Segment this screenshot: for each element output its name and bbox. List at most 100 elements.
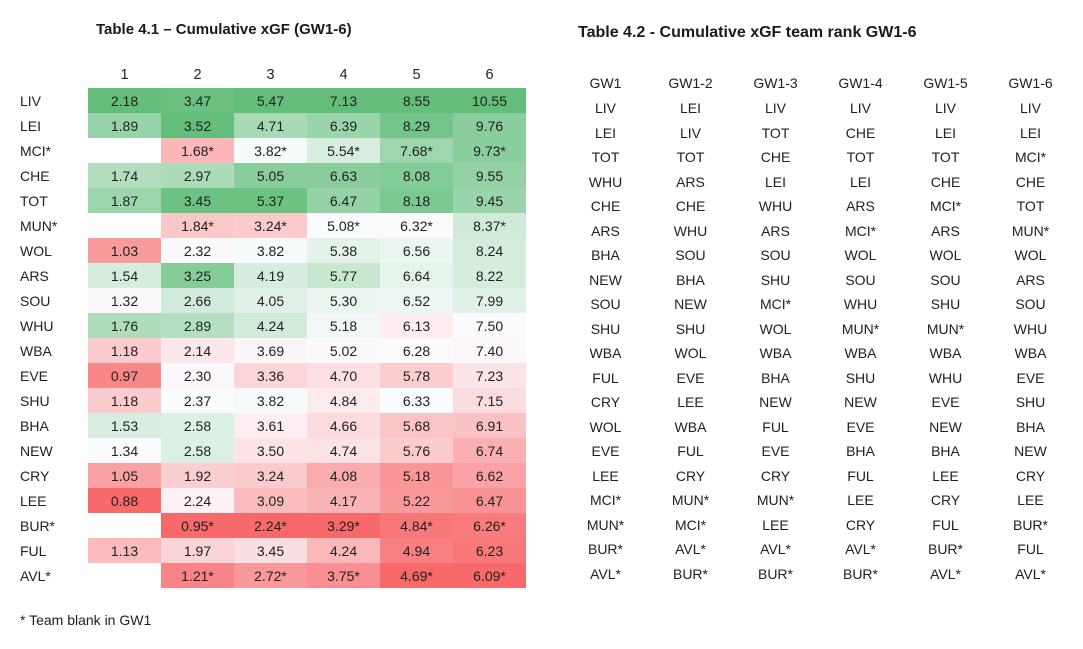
rank-team-cell: TOT	[761, 124, 790, 141]
gameweek-column-header: 2	[193, 67, 202, 83]
xgf-value-cell	[88, 513, 161, 538]
xgf-value-cell: 5.18	[307, 313, 380, 338]
xgf-value-cell: 3.45	[161, 188, 234, 213]
gameweek-range-header: GW1	[589, 74, 622, 91]
rank-team-cell: EVE	[931, 394, 960, 411]
table-row: ARS 1.54 3.25 4.19 5.77 6.64 8.22	[20, 263, 526, 288]
table-row: MCI* 1.68* 3.82* 5.54* 7.68* 9.73*	[20, 138, 526, 163]
rank-team-cell: ARS	[761, 222, 790, 239]
rank-team-cell: FUL	[847, 467, 874, 484]
xgf-value-cell: 5.18	[380, 463, 453, 488]
xgf-value-cell: 5.37	[234, 188, 307, 213]
xgf-value-cell: 1.53	[88, 413, 161, 438]
team-label: BUR*	[20, 517, 56, 534]
xgf-value-cell: 2.30	[161, 363, 234, 388]
xgf-value-cell: 5.78	[380, 363, 453, 388]
xgf-value-cell: 5.38	[307, 238, 380, 263]
xgf-value-cell: 3.25	[161, 263, 234, 288]
table-row: TOT 1.87 3.45 5.37 6.47 8.18 9.45	[20, 188, 526, 213]
rank-team-cell: ARS	[931, 222, 960, 239]
xgf-value-cell: 1.13	[88, 538, 161, 563]
table-4-1-title: Table 4.1 – Cumulative xGF (GW1-6)	[96, 21, 352, 38]
xgf-value-cell: 0.88	[88, 488, 161, 513]
rank-team-cell: BUR*	[587, 541, 623, 558]
xgf-value-cell: 1.84*	[161, 213, 234, 238]
table-row: LIV 2.18 3.47 5.47 7.13 8.55 10.55	[20, 88, 526, 113]
table-row: CRY 1.05 1.92 3.24 4.08 5.18 6.62	[20, 463, 526, 488]
team-label: TOT	[20, 192, 48, 209]
table-row: TOT TOT CHE TOT TOT MCI*	[563, 145, 1073, 170]
rank-team-cell: NEW	[759, 394, 792, 411]
rank-team-cell: TOT	[676, 149, 705, 166]
table-row: NEW BHA SHU SOU SOU ARS	[563, 268, 1073, 293]
xgf-value-cell: 4.94	[380, 538, 453, 563]
xgf-value-cell: 3.09	[234, 488, 307, 513]
rank-team-cell: WHU	[843, 296, 878, 313]
xgf-team-rank-table: GW1 GW1-2 GW1-3 GW1-4 GW1-5 GW1-6 LIV LEI LIV LIV…	[563, 69, 1073, 586]
table-row: BHA 1.53 2.58 3.61 4.66 5.68 6.91	[20, 413, 526, 438]
rank-team-cell: ARS	[591, 222, 620, 239]
table-row: WOL WBA FUL EVE NEW BHA	[563, 415, 1073, 440]
rank-team-cell: MCI*	[589, 492, 622, 509]
team-label: MUN*	[20, 217, 58, 234]
rank-team-cell: NEW	[589, 271, 622, 288]
xgf-value-cell: 5.54*	[307, 138, 380, 163]
xgf-value-cell: 3.24*	[234, 213, 307, 238]
table-row: LEI 1.89 3.52 4.71 6.39 8.29 9.76	[20, 113, 526, 138]
xgf-value-cell: 5.68	[380, 413, 453, 438]
table-row: CHE 1.74 2.97 5.05 6.63 8.08 9.55	[20, 163, 526, 188]
rank-team-cell: WOL	[759, 320, 792, 337]
xgf-value-cell: 1.89	[88, 113, 161, 138]
xgf-value-cell: 2.14	[161, 338, 234, 363]
rank-team-cell: SHU	[845, 369, 876, 386]
xgf-value-cell: 5.47	[234, 88, 307, 113]
xgf-value-cell: 7.15	[453, 388, 526, 413]
rank-team-cell: CHE	[1015, 173, 1046, 190]
xgf-value-cell: 3.47	[161, 88, 234, 113]
team-label: CHE	[20, 167, 50, 184]
xgf-value-cell: 7.40	[453, 338, 526, 363]
xgf-value-cell: 6.91	[453, 413, 526, 438]
xgf-value-cell: 7.68*	[380, 138, 453, 163]
table-row: MUN* MCI* LEE CRY FUL BUR*	[563, 513, 1073, 538]
rank-team-cell: SOU	[930, 271, 961, 288]
xgf-value-cell: 4.05	[234, 288, 307, 313]
rank-team-cell: LIV	[594, 100, 616, 117]
xgf-value-cell	[88, 563, 161, 588]
gameweek-range-header: GW1-3	[753, 74, 798, 91]
table-row: WOL 1.03 2.32 3.82 5.38 6.56 8.24	[20, 238, 526, 263]
rank-team-cell: LEE	[592, 467, 619, 484]
rank-team-cell: LEE	[847, 492, 874, 509]
rank-team-cell: WBA	[674, 418, 707, 435]
cumulative-xgf-heatmap-table: 1 2 3 4 5 6 LIV 2.18 3.47 5.47 7.13 8.55 10.55 LEI 1.8…	[20, 62, 526, 588]
xgf-value-cell: 3.82	[234, 238, 307, 263]
rank-team-cell: WBA	[1014, 345, 1047, 362]
xgf-value-cell: 6.26*	[453, 513, 526, 538]
rank-team-cell: TOT	[931, 149, 960, 166]
xgf-value-cell: 6.64	[380, 263, 453, 288]
xgf-value-cell: 1.68*	[161, 138, 234, 163]
xgf-value-cell: 4.08	[307, 463, 380, 488]
xgf-value-cell: 7.50	[453, 313, 526, 338]
rank-team-cell: LIV	[679, 124, 701, 141]
rank-team-cell: LEI	[679, 100, 701, 117]
table-row: ARS WHU ARS MCI* ARS MUN*	[563, 219, 1073, 244]
xgf-value-cell: 9.76	[453, 113, 526, 138]
rank-team-cell: CRY	[930, 492, 961, 509]
xgf-value-cell: 2.72*	[234, 563, 307, 588]
rank-team-cell: WBA	[929, 345, 962, 362]
xgf-value-cell: 7.99	[453, 288, 526, 313]
rank-team-cell: LIV	[934, 100, 956, 117]
xgf-value-cell: 3.82	[234, 388, 307, 413]
xgf-value-cell: 3.75*	[307, 563, 380, 588]
rank-team-cell: BHA	[676, 271, 705, 288]
rank-team-cell: SOU	[1015, 296, 1046, 313]
xgf-value-cell: 8.08	[380, 163, 453, 188]
xgf-value-cell: 6.39	[307, 113, 380, 138]
xgf-value-cell: 4.74	[307, 438, 380, 463]
rank-team-cell: TOT	[1016, 198, 1045, 215]
xgf-value-cell: 6.63	[307, 163, 380, 188]
rank-team-cell: BHA	[591, 247, 620, 264]
table-row: MCI* MUN* MUN* LEE CRY LEE	[563, 488, 1073, 513]
team-label: WOL	[20, 242, 52, 259]
